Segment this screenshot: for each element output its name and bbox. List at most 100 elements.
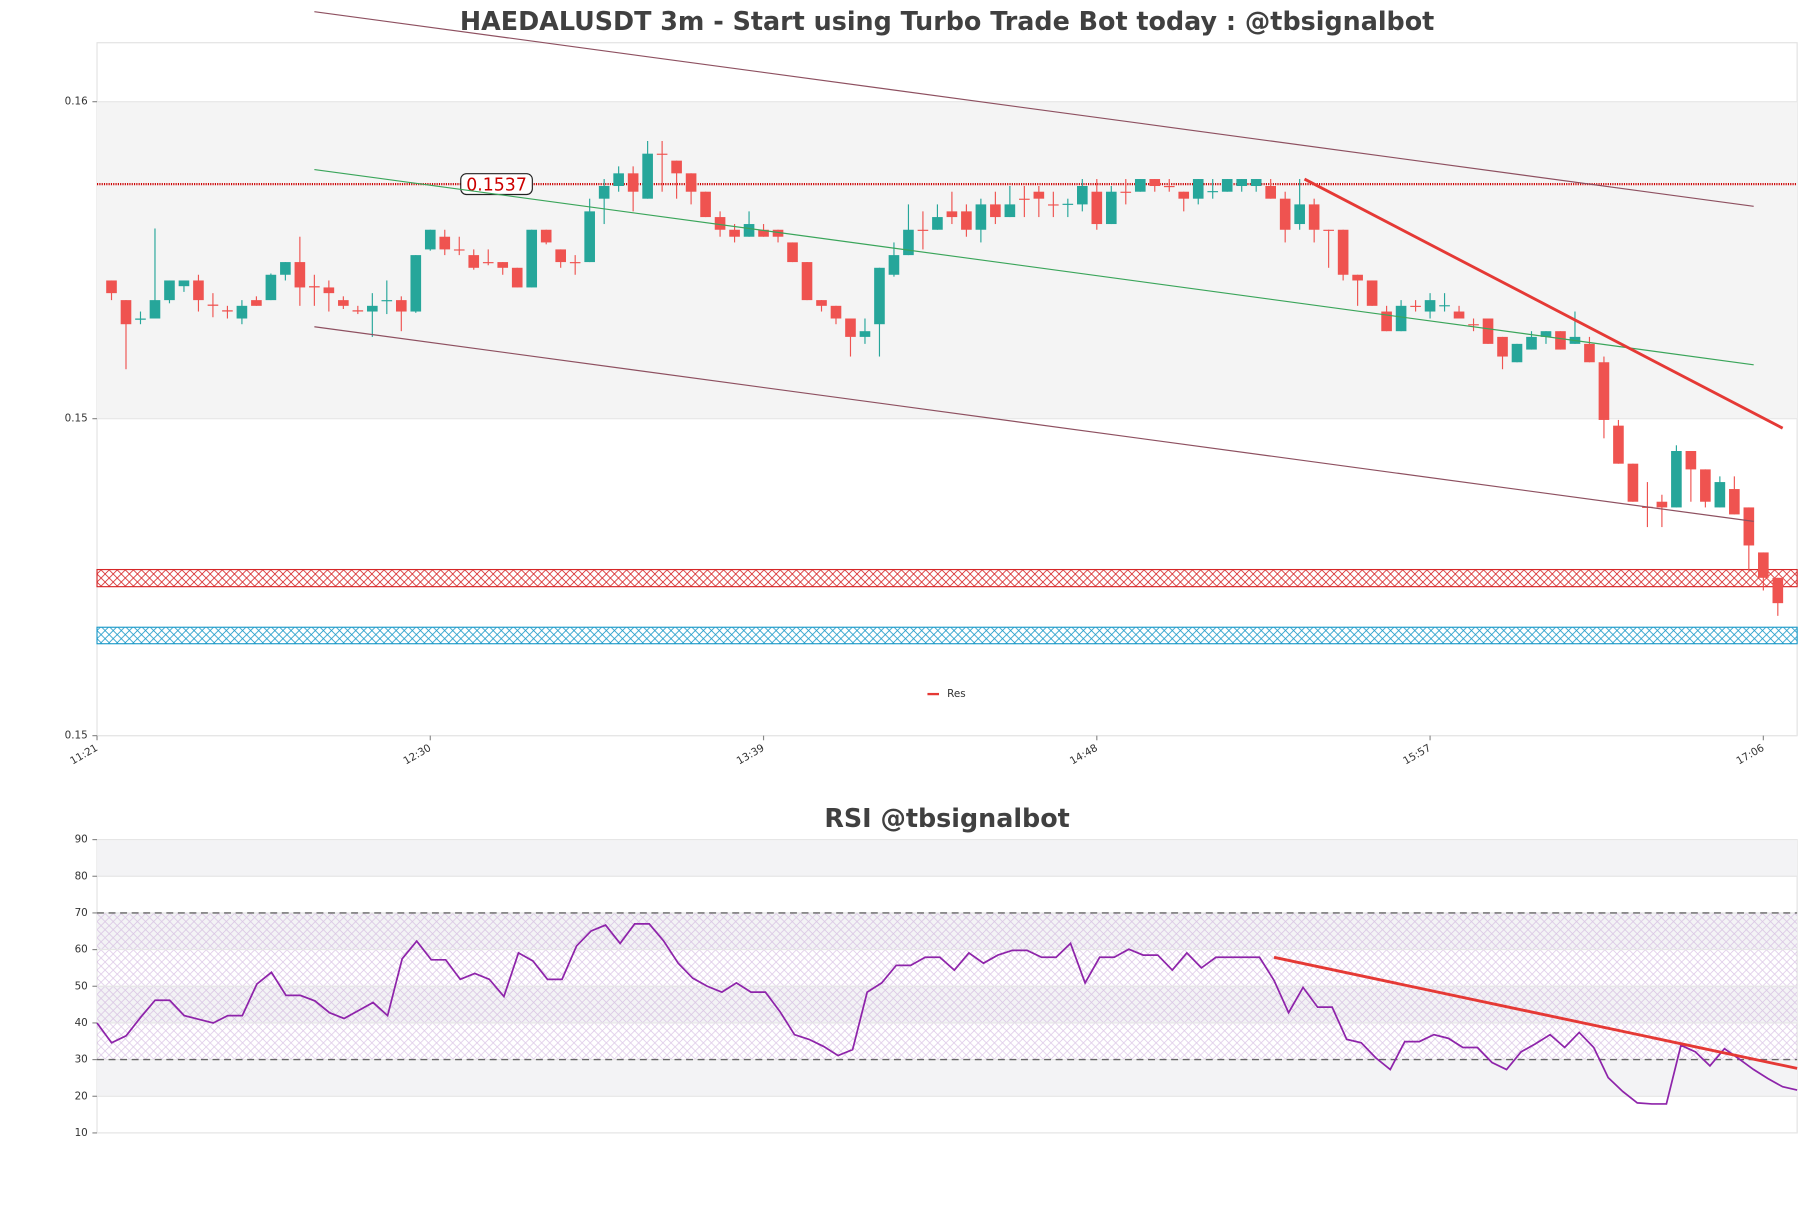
- candle-body: [280, 262, 291, 275]
- candle-body: [845, 318, 856, 337]
- candle-body: [1192, 179, 1204, 199]
- candle-body: [917, 229, 929, 231]
- candle-body: [1207, 191, 1219, 193]
- candle-body: [758, 229, 769, 237]
- candle-body: [323, 287, 335, 294]
- candle-body: [1178, 191, 1190, 199]
- candle-body: [1062, 203, 1074, 205]
- candle-body: [1555, 331, 1566, 350]
- candle-body: [251, 300, 262, 306]
- x-tick-label: 15:57: [1401, 742, 1433, 767]
- candle-body: [468, 255, 480, 268]
- candle-body: [1627, 463, 1639, 502]
- candle-body: [671, 160, 682, 174]
- candle-body: [1352, 274, 1363, 281]
- candle-body: [1468, 324, 1479, 326]
- y-tick-label: 30: [75, 1054, 88, 1066]
- candle-body: [772, 229, 784, 237]
- candle-body: [1395, 305, 1407, 332]
- candle-body: [1598, 362, 1610, 420]
- chart-title: HAEDALUSDT 3m - Start using Turbo Trade …: [460, 6, 1434, 36]
- chart-title: RSI @tbsignalbot: [824, 803, 1070, 833]
- candle-body: [555, 249, 567, 263]
- y-tick-label: 20: [75, 1090, 88, 1102]
- trend-line: [314, 168, 1754, 366]
- trend-line: [314, 326, 1754, 522]
- candle-body: [265, 274, 277, 301]
- y-tick-label: 80: [75, 870, 88, 882]
- y-tick-label: 70: [75, 907, 88, 919]
- candle-body: [1729, 489, 1740, 515]
- candle-body: [482, 262, 494, 264]
- candle-body: [1685, 451, 1697, 470]
- candle-body: [1714, 482, 1726, 508]
- candle-body: [1250, 179, 1262, 187]
- candle-body: [787, 242, 798, 263]
- candle-body: [859, 331, 871, 337]
- y-tick-label: 0.15: [65, 413, 88, 425]
- candle-body: [381, 300, 393, 302]
- candle-body: [1149, 179, 1161, 187]
- candle-body: [1033, 191, 1045, 199]
- candle-body: [816, 300, 827, 306]
- candle-body: [236, 305, 248, 319]
- candle-body: [511, 267, 523, 288]
- candle-body: [338, 300, 349, 306]
- band: [97, 1059, 1798, 1097]
- candle-body: [1526, 336, 1537, 350]
- candle-body: [1120, 191, 1132, 193]
- candle-body: [1584, 343, 1595, 363]
- candle-body: [395, 300, 407, 312]
- candle-body: [569, 262, 581, 264]
- candle-body: [1019, 198, 1030, 200]
- candle-body: [1511, 343, 1523, 363]
- trend-line: [314, 11, 1754, 207]
- candle-body: [714, 217, 726, 230]
- candle-body: [1308, 204, 1320, 230]
- zone: [96, 626, 1798, 645]
- y-tick-label: 0.16: [65, 96, 88, 108]
- candle-body: [975, 204, 987, 230]
- candle-body: [1091, 191, 1103, 225]
- candle-body: [961, 211, 972, 230]
- candle-body: [164, 280, 175, 301]
- candle-body: [526, 229, 538, 288]
- candle-body: [830, 305, 842, 319]
- candle-body: [1048, 204, 1059, 206]
- y-tick-label: 10: [75, 1127, 88, 1139]
- candle-body: [1221, 179, 1233, 192]
- candle-body: [178, 280, 190, 287]
- candle-body: [729, 229, 740, 237]
- candle-body: [1366, 280, 1378, 306]
- candle-body: [1671, 451, 1682, 508]
- candle-body: [410, 255, 422, 312]
- candle-body: [1337, 229, 1349, 275]
- candle-body: [149, 300, 161, 319]
- candle-body: [1758, 552, 1769, 578]
- candle-body: [627, 173, 639, 192]
- candle-body: [497, 262, 509, 268]
- y-tick-label: 40: [75, 1017, 88, 1029]
- candle-body: [367, 305, 378, 312]
- candle-body: [874, 267, 885, 325]
- candle-body: [1294, 204, 1305, 225]
- candle-body: [424, 229, 436, 250]
- candle-body: [1134, 179, 1146, 192]
- candle-body: [1772, 577, 1784, 604]
- candle-body: [193, 280, 204, 301]
- candle-body: [1323, 229, 1334, 231]
- candle-body: [642, 153, 653, 199]
- candle-body: [990, 204, 1001, 218]
- candle-body: [801, 262, 813, 301]
- candle-body: [932, 217, 943, 230]
- candle-body: [1236, 179, 1248, 187]
- candle-body: [1743, 507, 1755, 546]
- candle-body: [1410, 305, 1421, 307]
- candle-body: [1540, 331, 1552, 337]
- candle-body: [613, 173, 624, 187]
- candle-body: [352, 310, 364, 312]
- x-tick-label: 17:06: [1734, 742, 1766, 767]
- candle-body: [1265, 186, 1276, 199]
- candle-body: [1279, 198, 1291, 230]
